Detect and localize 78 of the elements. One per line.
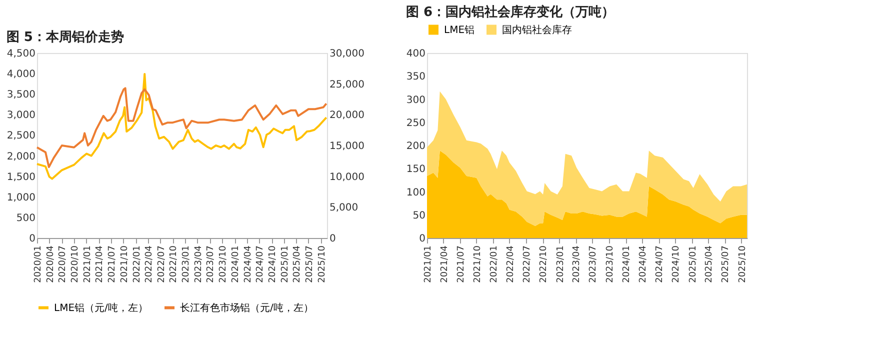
x-tick-label: 2025/04 xyxy=(704,245,715,283)
x-tick-label: 2021/10 xyxy=(472,245,483,283)
y-tick-label: 2,500 xyxy=(6,130,36,142)
y2-tick-label: 25,000 xyxy=(330,79,364,90)
x-tick-label: 2020/01 xyxy=(34,246,44,283)
y2-tick-label: 30,000 xyxy=(330,48,364,60)
x-tick-label: 2023/07 xyxy=(588,246,599,283)
line-series xyxy=(36,72,328,180)
x-tick-label: 2021/04 xyxy=(95,245,106,283)
x-tick-label: 2024/10 xyxy=(672,245,682,283)
x-tick-label: 2021/07 xyxy=(456,246,466,283)
legend-label: LME铝（元/吨，左） xyxy=(54,302,148,314)
x-tick-label: 2023/01 xyxy=(182,246,192,283)
y-tick-label: 0 xyxy=(29,234,36,244)
y2-tick-label: 10,000 xyxy=(330,172,364,183)
x-tick-label: 2023/07 xyxy=(206,246,216,283)
x-tick-label: 2022/07 xyxy=(522,246,532,283)
y-tick-label: 1,000 xyxy=(6,192,36,204)
x-tick-label: 2022/04 xyxy=(144,245,154,283)
y2-tick-label: 15,000 xyxy=(330,141,364,152)
y-tick-label: 4,500 xyxy=(6,48,36,60)
x-tick-label: 2024/07 xyxy=(655,246,666,283)
x-tick-label: 2022/07 xyxy=(156,246,167,283)
y-tick-label: 3,000 xyxy=(6,110,36,122)
y2-tick-label: 0 xyxy=(330,234,336,244)
y-tick-label: 50 xyxy=(412,210,426,222)
line-series xyxy=(36,87,328,168)
y-tick-label: 4,000 xyxy=(6,69,36,80)
x-tick-label: 2023/04 xyxy=(194,245,204,283)
x-tick-label: 2024/01 xyxy=(622,246,632,283)
y-tick-label: 3,500 xyxy=(6,90,36,101)
x-tick-label: 2024/04 xyxy=(638,245,649,283)
x-tick-label: 2022/01 xyxy=(132,246,142,283)
x-tick-label: 2023/01 xyxy=(556,246,566,283)
legend-label: 国内铝社会库存 xyxy=(502,24,572,36)
y-tick-label: 2,000 xyxy=(6,151,36,162)
x-tick-label: 2025/01 xyxy=(688,246,698,283)
x-tick-label: 2025/10 xyxy=(738,245,748,283)
y-tick-label: 250 xyxy=(406,118,426,129)
y-tick-label: 300 xyxy=(406,94,426,106)
x-tick-label: 2020/10 xyxy=(70,245,81,283)
x-tick-label: 2022/10 xyxy=(539,245,550,283)
y-tick-label: 0 xyxy=(419,234,426,244)
x-tick-label: 2024/04 xyxy=(243,245,254,283)
y-tick-label: 400 xyxy=(406,48,426,60)
x-tick-label: 2022/10 xyxy=(169,245,180,283)
x-tick-label: 2025/07 xyxy=(304,246,315,283)
x-tick-label: 2021/07 xyxy=(107,246,118,283)
y-tick-label: 200 xyxy=(406,141,426,152)
y2-tick-label: 20,000 xyxy=(330,110,364,122)
x-tick-label: 2021/04 xyxy=(440,245,450,283)
x-tick-label: 2025/04 xyxy=(292,245,303,283)
y-tick-label: 1,500 xyxy=(6,172,36,183)
x-tick-label: 2020/04 xyxy=(46,245,56,283)
x-tick-label: 2023/04 xyxy=(572,245,582,283)
x-tick-label: 2024/10 xyxy=(268,245,278,283)
x-tick-label: 2023/10 xyxy=(218,245,229,283)
y2-tick-label: 5,000 xyxy=(330,202,358,214)
x-tick-label: 2021/01 xyxy=(424,246,434,283)
x-tick-label: 2025/10 xyxy=(317,245,328,283)
y-tick-label: 350 xyxy=(406,72,426,83)
x-tick-label: 2021/01 xyxy=(82,246,93,283)
x-tick-label: 2022/01 xyxy=(490,246,500,283)
x-tick-label: 2021/10 xyxy=(120,245,130,283)
x-tick-label: 2024/01 xyxy=(231,246,242,283)
y-tick-label: 100 xyxy=(406,187,426,198)
x-tick-label: 2025/07 xyxy=(721,246,732,283)
legend-label: LME铝 xyxy=(444,24,475,36)
x-tick-label: 2024/07 xyxy=(256,246,266,283)
x-tick-label: 2020/07 xyxy=(58,246,68,283)
chart-title: 图 6：国内铝社会库存变化（万吨） xyxy=(406,4,614,20)
x-tick-label: 2022/04 xyxy=(506,245,516,283)
chart-title: 图 5：本周铝价走势 xyxy=(6,29,124,45)
x-tick-label: 2025/01 xyxy=(280,246,291,283)
y-tick-label: 150 xyxy=(406,164,426,176)
y-tick-label: 500 xyxy=(16,212,36,224)
x-tick-label: 2023/10 xyxy=(605,245,616,283)
legend-label: 长江有色市场铝（元/吨，左） xyxy=(180,302,314,314)
